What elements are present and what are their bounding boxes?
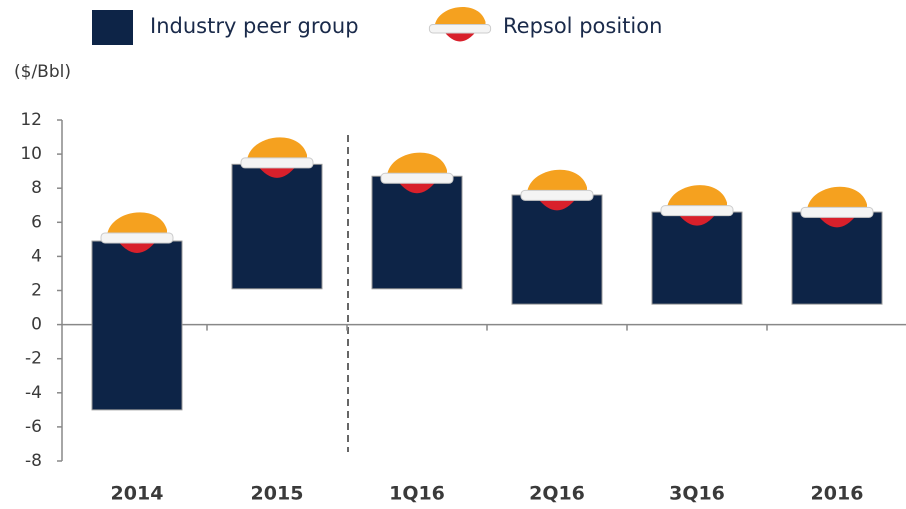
repsol-marker — [100, 212, 174, 253]
logo-band — [428, 23, 492, 34]
x-tick-label: 3Q16 — [669, 483, 725, 505]
bar — [791, 211, 883, 305]
x-tick-label: 2014 — [111, 483, 164, 505]
legend-marker — [428, 6, 492, 42]
y-axis-label: ($/Bbl) — [14, 62, 71, 82]
legend-swatch — [92, 10, 133, 45]
repsol-marker — [380, 152, 454, 194]
y-tick-label: -4 — [25, 383, 42, 403]
y-tick-label: -6 — [25, 417, 42, 437]
x-tick-label: 2Q16 — [529, 483, 585, 505]
repsol-marker — [520, 169, 594, 211]
logo-dome — [807, 186, 867, 211]
logo-dome — [434, 6, 486, 27]
logo-band — [240, 157, 314, 169]
x-tick-label: 2016 — [811, 483, 864, 505]
bar — [91, 240, 183, 411]
repsol-marker — [800, 186, 874, 228]
y-tick-label: 8 — [31, 178, 42, 198]
y-tick-label: 6 — [31, 212, 42, 232]
y-tick-label: 10 — [20, 144, 42, 164]
x-tick-label: 2015 — [251, 483, 304, 505]
y-tick-label: 4 — [31, 246, 42, 266]
logo-dome — [387, 152, 447, 177]
logo-band — [800, 206, 874, 218]
logo-band — [380, 172, 454, 184]
legend-label: Industry peer group — [150, 14, 359, 38]
logo-band — [520, 189, 594, 201]
y-tick-label: 0 — [31, 315, 42, 335]
logo-band — [660, 205, 734, 217]
logo-dome — [667, 185, 727, 209]
y-tick-label: -2 — [25, 349, 42, 369]
x-tick-label: 1Q16 — [389, 483, 445, 505]
bar — [231, 163, 323, 290]
logo-band — [100, 232, 174, 244]
repsol-marker — [240, 137, 314, 178]
logo-dome — [247, 137, 307, 161]
repsol-marker — [660, 185, 734, 226]
legend-label: Repsol position — [503, 14, 662, 38]
bar — [651, 211, 743, 305]
bar — [511, 194, 603, 305]
logo-dome — [527, 169, 587, 194]
y-tick-label: -8 — [25, 451, 42, 471]
logo-dome — [107, 212, 167, 236]
y-tick-label: 12 — [20, 110, 42, 130]
y-tick-label: 2 — [31, 281, 42, 301]
